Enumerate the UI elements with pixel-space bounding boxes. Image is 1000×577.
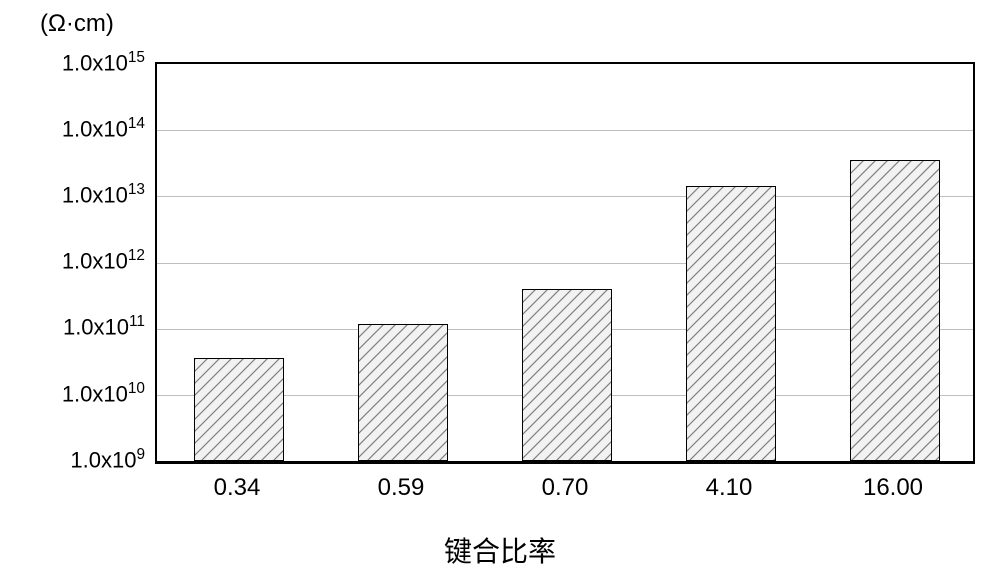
resistivity-bar-chart: (Ω·cm) 键合比率 1.0x109 1.0x1010 1.0x1011 1.0x1…	[0, 0, 1000, 577]
x-tick-label: 4.10	[706, 474, 753, 502]
bar	[358, 324, 448, 461]
bar	[194, 358, 284, 461]
bar	[850, 160, 940, 461]
bar	[686, 186, 776, 461]
y-tick-label: 1.0x1013	[62, 181, 145, 208]
y-axis-unit-label: (Ω·cm)	[40, 10, 114, 38]
gridline	[157, 130, 973, 131]
y-tick-label: 1.0x1010	[62, 380, 145, 407]
y-tick-label: 1.0x1014	[62, 115, 145, 142]
y-tick-label: 1.0x109	[70, 446, 145, 473]
y-tick-label: 1.0x1015	[62, 49, 145, 76]
plot-area	[155, 62, 975, 464]
x-tick-label: 0.70	[542, 474, 589, 502]
y-tick-label: 1.0x1011	[63, 313, 145, 340]
x-tick-label: 0.34	[214, 474, 261, 502]
x-axis-title: 键合比率	[0, 530, 1000, 570]
x-tick-label: 0.59	[378, 474, 425, 502]
y-tick-label: 1.0x1012	[62, 247, 145, 274]
x-tick-label: 16.00	[863, 474, 923, 502]
bar	[522, 289, 612, 461]
